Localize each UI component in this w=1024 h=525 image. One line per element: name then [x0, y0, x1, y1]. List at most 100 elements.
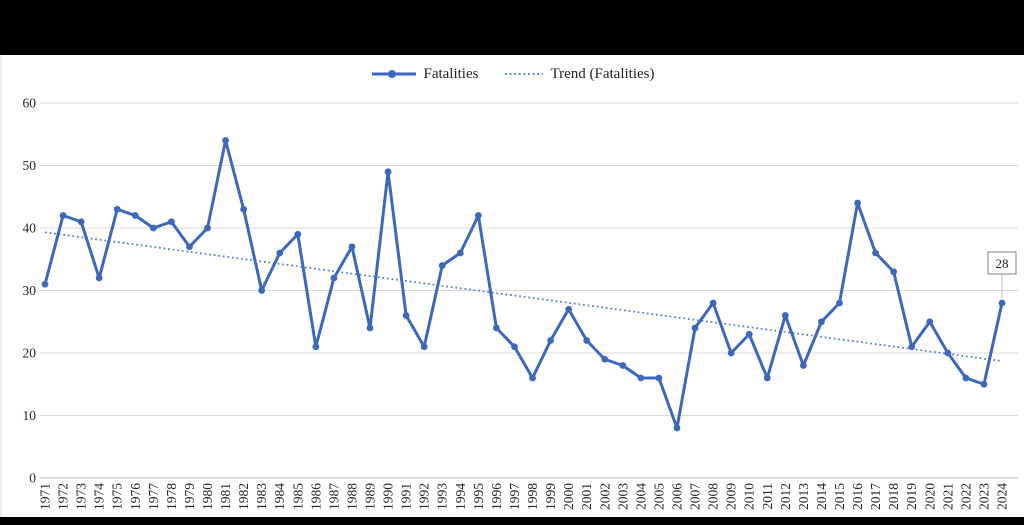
data-point-marker [763, 374, 771, 382]
x-tick-label: 2017 [868, 483, 883, 510]
x-tick-label: 2014 [814, 483, 829, 510]
x-tick-label: 2009 [724, 483, 739, 510]
data-point-marker [348, 243, 356, 251]
x-tick-label: 2012 [778, 483, 793, 510]
data-point-marker [186, 243, 193, 251]
legend-item-fatalities: Fatalities [371, 66, 478, 83]
data-point-marker [926, 318, 934, 326]
data-label-callout [987, 251, 1017, 275]
data-point-marker [167, 218, 175, 226]
fatalities-line [43, 139, 1004, 430]
x-tick-label: 1994 [453, 483, 468, 510]
x-tick-label: 2002 [597, 483, 612, 510]
data-point-marker [854, 199, 861, 207]
x-tick-label: 1993 [435, 483, 450, 510]
data-point-marker [384, 168, 392, 176]
data-point-marker [366, 324, 374, 332]
x-tick-label: 1971 [38, 483, 53, 510]
x-tick-label: 1974 [92, 483, 107, 510]
x-tick-label: 1988 [344, 483, 359, 510]
data-point-marker [294, 230, 302, 238]
legend-item-trend: Trend (Fatalities) [504, 65, 655, 83]
x-tick-label: 2008 [706, 483, 721, 510]
x-tick-label: 1978 [164, 483, 179, 510]
x-tick-label: 2021 [940, 483, 955, 510]
legend-marker-icon [388, 70, 397, 78]
data-point-marker [962, 374, 970, 382]
x-tick-label: 2006 [669, 483, 684, 510]
trend-line [44, 231, 1003, 363]
data-point-marker [673, 424, 681, 432]
x-tick-label: 1990 [381, 483, 396, 510]
x-tick-label: 2019 [904, 483, 919, 510]
x-tick-label: 2000 [561, 483, 576, 510]
x-tick-label: 1979 [182, 483, 197, 510]
x-tick-label: 2023 [976, 483, 991, 510]
x-tick-label: 1975 [110, 483, 125, 510]
x-tick-label: 1999 [543, 483, 558, 510]
x-tick-label: 1985 [290, 483, 305, 510]
data-point-marker [240, 205, 248, 213]
x-tick-label: 1976 [128, 483, 143, 510]
chart-legend: Fatalities Trend (Fatalities) [2, 63, 1024, 85]
data-point-marker [41, 280, 49, 288]
data-point-marker [258, 287, 266, 294]
data-point-marker [637, 374, 645, 382]
data-point-marker [59, 212, 67, 219]
x-tick-label: 2016 [850, 483, 865, 510]
x-tick-label: 2018 [886, 483, 901, 510]
y-tick-label: 0 [29, 471, 36, 486]
data-point-marker [474, 212, 482, 219]
x-tick-label: 1987 [326, 483, 341, 510]
data-point-marker [601, 355, 609, 363]
x-tick-label: 1983 [254, 483, 269, 510]
x-tick-label: 2001 [579, 483, 594, 510]
data-point-marker [547, 337, 554, 344]
data-point-marker [402, 312, 410, 319]
x-tick-label: 1996 [489, 483, 504, 510]
data-point-marker [781, 312, 789, 319]
data-point-marker [204, 224, 211, 232]
x-tick-label: 1989 [363, 483, 378, 510]
fatalities-line-swatch-icon [371, 68, 417, 80]
y-tick-label: 40 [23, 221, 37, 236]
x-tick-label: 2003 [615, 483, 630, 510]
x-tick-label: 1992 [417, 483, 432, 510]
data-point-marker [908, 343, 916, 351]
data-point-marker [77, 218, 85, 226]
data-point-marker [529, 374, 536, 382]
data-point-marker [980, 380, 988, 388]
data-point-marker [745, 330, 753, 338]
x-tick-label: 1972 [56, 483, 71, 510]
bottom-black-band [0, 517, 1024, 525]
x-tick-label: 2020 [922, 483, 937, 510]
x-tick-label: 1982 [236, 483, 251, 510]
legend-label-fatalities: Fatalities [423, 65, 479, 82]
data-point-marker [438, 262, 446, 269]
data-point-marker [944, 349, 952, 357]
data-point-marker [276, 249, 284, 257]
x-tick-label: 2007 [688, 483, 703, 510]
data-point-marker [619, 362, 627, 369]
data-point-marker [799, 362, 807, 369]
y-tick-label: 50 [23, 158, 37, 173]
y-tick-label: 10 [23, 408, 37, 423]
y-tick-label: 30 [23, 283, 37, 298]
x-tick-label: 2013 [796, 483, 811, 510]
x-tick-label: 2022 [958, 483, 973, 510]
data-point-marker [222, 137, 229, 144]
top-black-band [0, 0, 1024, 55]
data-point-marker [149, 224, 157, 232]
data-point-marker [583, 337, 591, 344]
data-point-marker [818, 318, 825, 326]
data-point-marker [131, 212, 139, 219]
y-tick-label: 20 [23, 346, 37, 361]
data-point-marker [330, 274, 338, 282]
legend-label-trend: Trend (Fatalities) [550, 65, 655, 82]
data-point-marker [709, 299, 717, 307]
x-tick-label: 1995 [471, 483, 486, 510]
x-tick-label: 1977 [146, 483, 161, 510]
data-label-value: 28 [996, 256, 1009, 271]
data-point-marker [890, 268, 898, 276]
